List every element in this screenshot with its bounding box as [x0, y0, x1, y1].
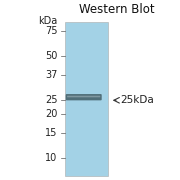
Text: 37: 37	[45, 70, 58, 80]
Bar	[65, 22, 108, 176]
Text: kDa: kDa	[38, 16, 58, 26]
Text: 75: 75	[45, 26, 58, 36]
Text: 50: 50	[45, 51, 58, 61]
Text: 25kDa: 25kDa	[121, 95, 154, 105]
Text: 15: 15	[45, 128, 58, 138]
FancyBboxPatch shape	[66, 94, 102, 100]
FancyBboxPatch shape	[67, 96, 100, 97]
Text: Western Blot: Western Blot	[79, 3, 155, 16]
Text: 20: 20	[45, 109, 58, 120]
Text: 25: 25	[45, 95, 58, 105]
Text: 10: 10	[45, 153, 58, 163]
